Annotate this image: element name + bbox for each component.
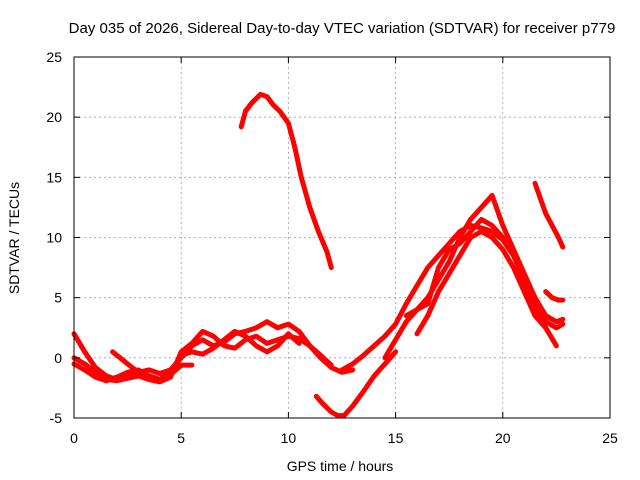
series-line-track-11	[532, 180, 566, 250]
y-tick-label: 0	[54, 350, 62, 366]
x-axis-label: GPS time / hours	[287, 458, 394, 474]
x-tick-label: 25	[602, 430, 618, 446]
x-tick-label: 5	[177, 430, 185, 446]
series-line-track-6	[313, 349, 399, 419]
series-line-track-9	[403, 216, 559, 349]
y-tick-label: 10	[46, 230, 62, 246]
y-tick-label: 20	[46, 109, 62, 125]
ticks: 0 5 10 15 20 25 -5 0 5 10 15 20 25	[46, 49, 618, 446]
series-line-track-10	[414, 229, 549, 337]
x-tick-label: 10	[281, 430, 297, 446]
x-tick-label: 20	[495, 430, 511, 446]
grid	[74, 57, 610, 418]
chart-title: Day 035 of 2026, Sidereal Day-to-day VTE…	[69, 20, 616, 37]
x-tick-label: 15	[388, 430, 404, 446]
y-tick-label: -5	[50, 410, 63, 426]
y-tick-label: 15	[46, 169, 62, 185]
y-axis-label: SDTVAR / TECUs	[6, 182, 22, 294]
series-line-track-4	[110, 349, 195, 382]
x-tick-label: 0	[70, 430, 78, 446]
series-line-track-3	[71, 328, 302, 384]
series-line-track-12	[543, 289, 566, 303]
series-line-track-5	[238, 91, 334, 271]
y-tick-label: 5	[54, 290, 62, 306]
y-tick-label: 25	[46, 49, 62, 65]
series-group	[71, 91, 566, 419]
